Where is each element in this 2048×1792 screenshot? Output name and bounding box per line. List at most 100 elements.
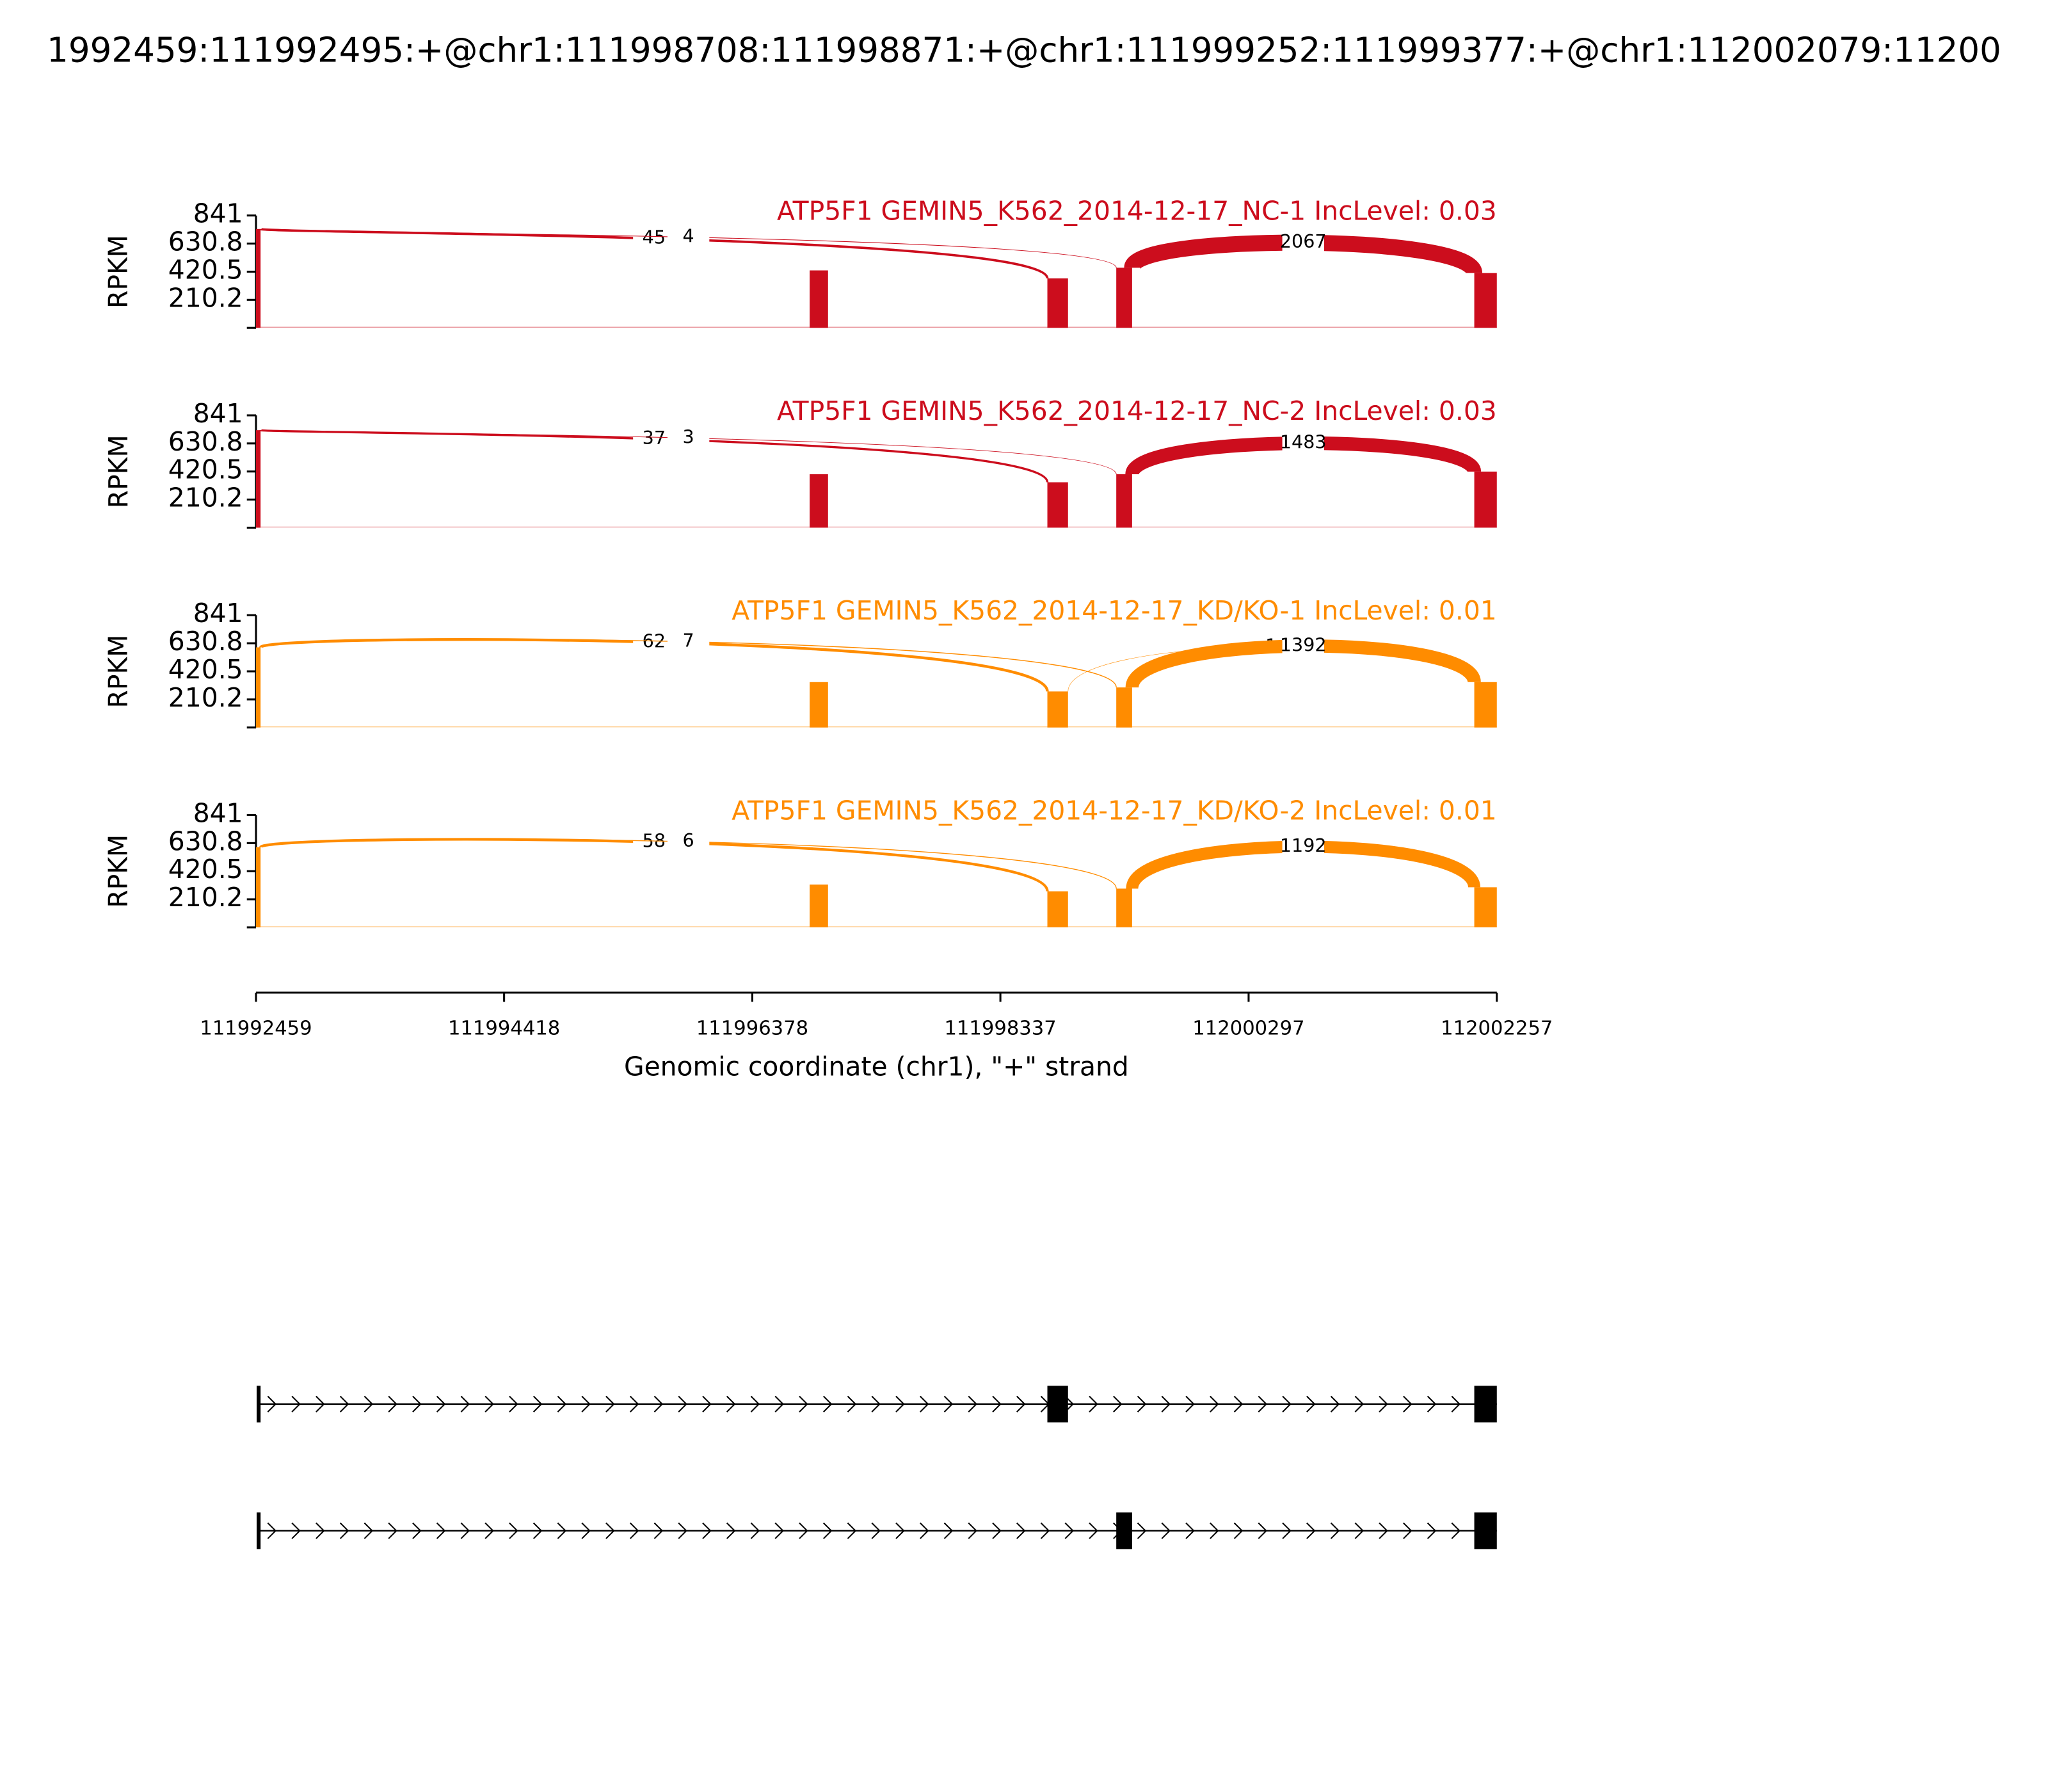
y-tick-label: 630.8 — [168, 426, 243, 457]
strand-arrow — [823, 1395, 833, 1412]
strand-arrow — [557, 1522, 567, 1539]
strand-arrow — [1282, 1522, 1292, 1539]
junction-label-bg — [1282, 433, 1324, 454]
strand-arrow — [532, 1395, 543, 1412]
strand-arrow — [412, 1395, 422, 1412]
strand-arrow — [847, 1395, 857, 1412]
strand-arrow — [1306, 1522, 1316, 1539]
y-tick-label: 841 — [193, 598, 243, 628]
junction-label: 1392 — [1280, 634, 1327, 655]
strand-arrow — [1451, 1522, 1461, 1539]
strand-arrow — [1233, 1395, 1244, 1412]
y-axis-label: RPKM — [103, 435, 134, 508]
coverage-bar — [256, 647, 261, 728]
y-tick-label: 420.5 — [168, 854, 243, 884]
strand-arrow — [943, 1522, 954, 1539]
strand-arrow — [1330, 1522, 1340, 1539]
coverage-bar — [1116, 474, 1132, 528]
strand-arrow — [871, 1395, 881, 1412]
coverage-bar — [1474, 682, 1497, 728]
strand-arrow — [678, 1522, 687, 1539]
junction-label: 1192 — [1280, 835, 1327, 856]
junction-label: 45 — [643, 227, 666, 248]
x-axis-label: Genomic coordinate (chr1), "+" strand — [624, 1051, 1129, 1082]
strand-arrow — [460, 1395, 470, 1412]
strand-arrow — [1233, 1522, 1244, 1539]
junction-label-bg — [667, 831, 710, 852]
coverage-bar — [1474, 471, 1497, 528]
y-axis-label: RPKM — [103, 235, 134, 308]
strand-arrow — [1403, 1395, 1412, 1412]
junction-label: 6 — [683, 829, 694, 851]
coverage-bar — [1116, 268, 1132, 328]
x-tick-label: 112000297 — [1192, 1018, 1304, 1040]
coverage-bar — [1047, 891, 1068, 927]
y-tick-label: 210.2 — [168, 882, 243, 913]
strand-arrow — [339, 1395, 349, 1412]
strand-arrow — [1403, 1522, 1412, 1539]
coverage-bar — [810, 474, 828, 528]
coverage-bar — [256, 847, 261, 927]
junction-label-bg — [667, 631, 710, 653]
y-tick-label: 630.8 — [168, 826, 243, 856]
strand-arrow — [460, 1522, 470, 1539]
strand-arrow — [267, 1395, 277, 1412]
coverage-bar — [1116, 888, 1132, 927]
strand-arrow — [871, 1522, 881, 1539]
strand-arrow — [1089, 1395, 1098, 1412]
strand-arrow — [992, 1395, 1002, 1412]
strand-arrow — [1451, 1395, 1461, 1412]
strand-arrow — [653, 1395, 664, 1412]
chart-title: 1992459:111992495:+@chr1:111998708:11199… — [47, 30, 2001, 70]
strand-arrow — [823, 1522, 833, 1539]
coverage-bar — [256, 228, 261, 328]
strand-arrow — [1185, 1395, 1195, 1412]
strand-arrow — [992, 1522, 1002, 1539]
strand-arrow — [436, 1522, 446, 1539]
strand-arrow — [895, 1395, 905, 1412]
strand-arrow — [339, 1522, 349, 1539]
strand-arrow — [702, 1395, 712, 1412]
junction-label-bg — [667, 227, 710, 248]
x-tick-label: 111996378 — [696, 1018, 808, 1040]
strand-arrow — [1016, 1522, 1026, 1539]
strand-arrow — [920, 1522, 929, 1539]
y-tick-label: 630.8 — [168, 626, 243, 657]
strand-arrow — [726, 1395, 736, 1412]
strand-arrow — [653, 1522, 664, 1539]
exon-block — [1047, 1386, 1068, 1423]
strand-arrow — [1185, 1522, 1195, 1539]
exon-block — [1116, 1512, 1132, 1549]
strand-arrow — [920, 1395, 929, 1412]
track-title: ATP5F1 GEMIN5_K562_2014-12-17_KD/KO-1 In… — [732, 595, 1497, 626]
y-tick-label: 210.2 — [168, 483, 243, 513]
coverage-bar — [810, 270, 828, 328]
strand-arrow — [581, 1395, 591, 1412]
y-tick-label: 630.8 — [168, 227, 243, 257]
strand-arrow — [629, 1395, 639, 1412]
strand-arrow — [968, 1395, 977, 1412]
y-tick-label: 841 — [193, 198, 243, 229]
strand-arrow — [291, 1522, 301, 1539]
strand-arrow — [316, 1522, 325, 1539]
coverage-bar — [1116, 687, 1132, 728]
junction-label: 1483 — [1280, 431, 1327, 453]
strand-arrow — [774, 1522, 784, 1539]
strand-arrow — [1330, 1395, 1340, 1412]
junction-label-bg — [1282, 836, 1324, 858]
strand-arrow — [1137, 1522, 1147, 1539]
strand-arrow — [1354, 1395, 1364, 1412]
strand-arrow — [1210, 1522, 1219, 1539]
strand-arrow — [364, 1395, 374, 1412]
junction-label: 2067 — [1280, 230, 1327, 252]
strand-arrow — [1016, 1395, 1026, 1412]
strand-arrow — [484, 1522, 494, 1539]
strand-arrow — [557, 1395, 567, 1412]
strand-arrow — [799, 1522, 808, 1539]
strand-arrow — [1064, 1522, 1074, 1539]
strand-arrow — [1113, 1395, 1123, 1412]
strand-arrow — [1089, 1522, 1098, 1539]
coverage-bar — [810, 884, 828, 927]
strand-arrow — [1137, 1395, 1147, 1412]
